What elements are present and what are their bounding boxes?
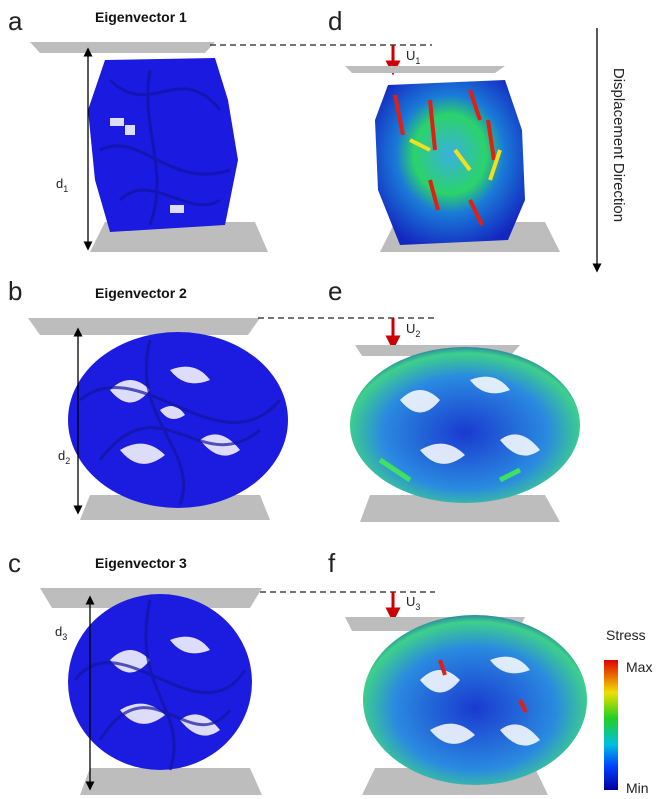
plate: [80, 768, 262, 795]
legend-max: Max: [626, 659, 652, 675]
distance-base: d: [55, 624, 62, 639]
displacement-sub: 2: [415, 329, 420, 339]
structure: [88, 58, 238, 232]
structure: [68, 332, 288, 508]
displacement-label: U1: [406, 48, 420, 66]
structure: [363, 615, 587, 785]
distance-label: d2: [58, 448, 70, 466]
panel-title: Eigenvector 3: [95, 555, 187, 571]
displacement-sub: 3: [415, 602, 420, 612]
displacement-base: U: [406, 321, 415, 336]
panel-label: c: [8, 548, 21, 578]
panel-label: a: [8, 6, 23, 36]
distance-label: d1: [56, 176, 68, 194]
displacement-label: U2: [406, 321, 420, 339]
colorbar: [604, 660, 618, 790]
panel-title: Eigenvector 2: [95, 285, 187, 301]
panel-label: e: [328, 276, 342, 306]
panel-label: f: [328, 548, 336, 578]
displacement-base: U: [406, 594, 415, 609]
distance-base: d: [58, 448, 65, 463]
distance-sub: 1: [63, 184, 68, 194]
plate: [345, 66, 505, 73]
displacement-base: U: [406, 48, 415, 63]
panel-title: Eigenvector 1: [95, 9, 187, 25]
displacement-label: U3: [406, 594, 420, 612]
distance-sub: 2: [65, 456, 70, 466]
displacement-sub: 1: [415, 56, 420, 66]
legend-min: Min: [626, 780, 649, 796]
figure: a Eigenvector 1 d1 d U1 Displacement Dir…: [0, 0, 667, 799]
panel-label: d: [328, 6, 342, 36]
plate: [30, 42, 215, 53]
distance-sub: 3: [62, 632, 67, 642]
distance-base: d: [56, 176, 63, 191]
direction-label: Displacement Direction: [610, 68, 627, 222]
structure: [375, 80, 525, 245]
legend-title: Stress: [606, 627, 646, 643]
structure: [68, 594, 252, 770]
plate: [28, 318, 260, 335]
structure: [350, 347, 580, 503]
distance-label: d3: [55, 624, 67, 642]
panel-label: b: [8, 276, 22, 306]
